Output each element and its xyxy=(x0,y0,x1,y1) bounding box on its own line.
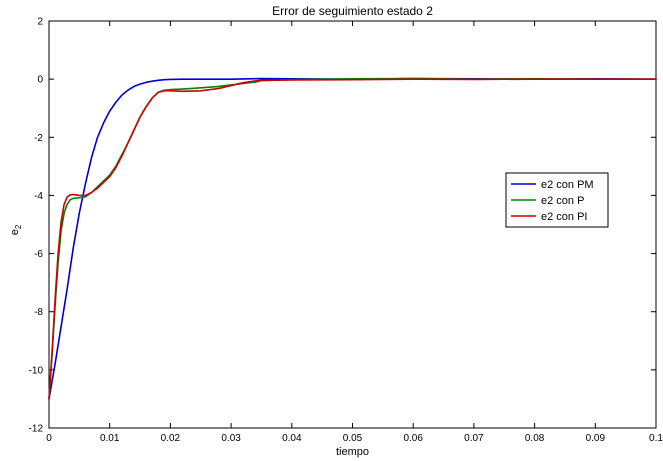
x-tick-label: 0.02 xyxy=(161,433,181,444)
x-tick-label: 0 xyxy=(46,433,52,444)
x-tick-label: 0.06 xyxy=(403,433,423,444)
series-group xyxy=(48,77,657,400)
y-tick-label: -10 xyxy=(29,365,44,376)
x-tick-label: 0.05 xyxy=(343,433,363,444)
y-tick-label: 0 xyxy=(37,75,43,86)
series-line-3 xyxy=(48,78,657,400)
x-tick-label: 0.07 xyxy=(464,433,484,444)
x-tick-label: 0.01 xyxy=(100,433,120,444)
y-axis-label-main: e xyxy=(9,229,21,235)
chart-title: Error de seguimiento estado 2 xyxy=(272,4,433,18)
y-axis-label: e2 xyxy=(9,224,23,235)
y-tick-label: -4 xyxy=(34,191,43,202)
x-tick-label: 0.04 xyxy=(282,433,302,444)
y-tick-label: -2 xyxy=(34,133,43,144)
x-axis: 0 0.01 0.02 0.03 0.04 0.05 0.06 0.07 0.08 0.09 0.1 xyxy=(46,21,663,444)
y-axis: -12 -10 -8 -6 -4 -2 0 2 xyxy=(29,17,656,435)
legend-label: e2 con PM xyxy=(541,179,594,191)
y-tick-label: -12 xyxy=(29,424,44,435)
legend-label: e2 con PI xyxy=(541,211,587,223)
y-tick-label: 2 xyxy=(37,17,43,28)
y-tick-label: -6 xyxy=(34,249,43,260)
x-tick-label: 0.09 xyxy=(586,433,606,444)
y-axis-label-subscript: 2 xyxy=(14,224,23,229)
x-axis-label: tiempo xyxy=(336,446,369,458)
y-tick-label: -8 xyxy=(34,307,43,318)
legend: e2 con PM e2 con P e2 con PI xyxy=(505,172,609,228)
x-tick-label: 0.08 xyxy=(525,433,545,444)
legend-label: e2 con P xyxy=(541,195,584,207)
x-tick-label: 0.1 xyxy=(649,433,663,444)
x-tick-label: 0.03 xyxy=(221,433,241,444)
